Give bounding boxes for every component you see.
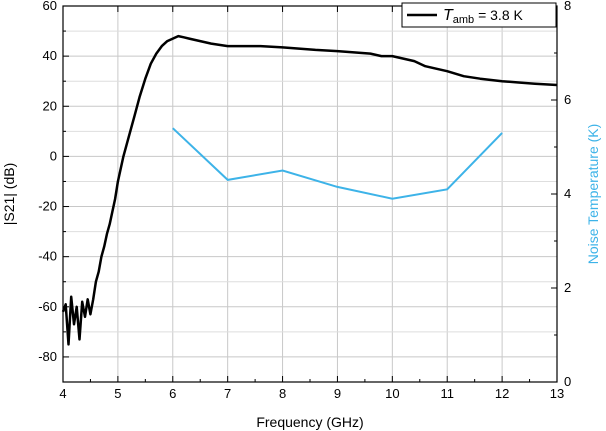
y-left-axis-title: |S21| (dB) [1, 163, 17, 226]
legend-symbol: T [443, 7, 454, 24]
y-left-tick-label: 0 [50, 148, 57, 163]
y-left-tick-label: -40 [38, 249, 57, 264]
x-tick-label: 8 [279, 386, 286, 401]
y-right-tick-label: 4 [564, 186, 571, 201]
legend: Tamb = 3.8 K [401, 2, 557, 28]
plot-background [63, 6, 557, 382]
y-right-tick-labels: 0 2 4 6 8 [564, 0, 571, 389]
x-tick-label: 12 [495, 386, 509, 401]
y-left-tick-label: 40 [43, 48, 57, 63]
s21-series-line [61, 34, 558, 346]
y-right-tick-label: 2 [564, 280, 571, 295]
y-right-axis-title: Noise Temperature (K) [585, 124, 601, 265]
legend-suffix: = 3.8 K [474, 7, 523, 23]
x-tick-labels: 4 5 6 7 8 9 10 11 12 13 [59, 386, 564, 401]
y-right-tick-label: 8 [564, 0, 571, 13]
y-left-tick-label: -80 [38, 349, 57, 364]
legend-label: Tamb = 3.8 K [443, 7, 523, 26]
y-left-tick-labels: -80 -60 -40 -20 0 20 40 60 [38, 0, 57, 364]
y-right-tick-label: 6 [564, 92, 571, 107]
x-tick-label: 6 [169, 386, 176, 401]
x-tick-label: 7 [224, 386, 231, 401]
x-tick-label: 5 [114, 386, 121, 401]
y-left-tick-label: 60 [43, 0, 57, 13]
y-right-tick-label: 0 [564, 374, 571, 389]
x-tick-label: 11 [440, 386, 454, 401]
x-tick-label: 4 [59, 386, 66, 401]
x-tick-label: 10 [385, 386, 399, 401]
y-left-tick-label: -20 [38, 199, 57, 214]
x-axis-title: Frequency (GHz) [256, 414, 363, 430]
noise-temperature-series-line [172, 127, 503, 200]
legend-subscript: amb [453, 14, 474, 26]
x-tick-label: 13 [550, 386, 564, 401]
series-layer [61, 34, 558, 346]
x-tick-label: 9 [334, 386, 341, 401]
y-left-tick-label: 20 [43, 98, 57, 113]
y-left-tick-label: -60 [38, 299, 57, 314]
